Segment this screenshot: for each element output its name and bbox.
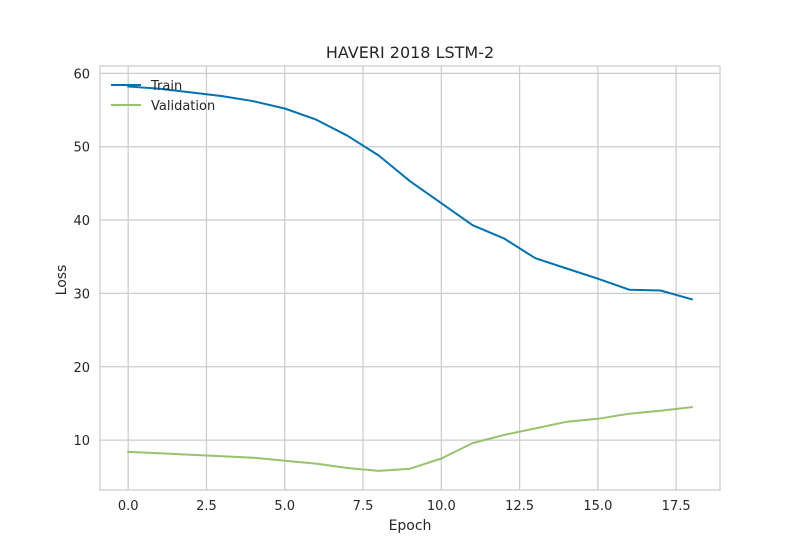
data-point-train (190, 91, 192, 94)
data-point-train (283, 107, 286, 110)
data-point-validation (346, 467, 349, 469)
x-tick-label: 12.5 (505, 499, 534, 514)
data-point-train (597, 277, 599, 280)
data-point-validation (377, 470, 380, 472)
data-point-train (315, 118, 317, 121)
data-point-train (158, 87, 161, 90)
plot-area (100, 66, 720, 490)
data-point-train (534, 257, 537, 260)
y-tick-label: 30 (73, 287, 90, 302)
y-tick-label: 20 (73, 361, 90, 376)
data-point-train (471, 224, 474, 226)
x-axis-label: Epoch (389, 518, 432, 534)
plot-frame (99, 65, 721, 491)
data-point-validation (534, 427, 537, 430)
x-tick-label: 17.5 (662, 499, 691, 514)
legend-train-label: Train (150, 79, 182, 94)
data-point-validation (190, 454, 192, 456)
data-point-validation (252, 456, 255, 459)
x-tick-label: 7.5 (353, 499, 374, 514)
x-tick-label: 15.0 (583, 499, 612, 514)
data-point-validation (565, 421, 568, 423)
data-point-validation (440, 457, 443, 460)
data-point-validation (691, 406, 693, 408)
series-lines (127, 85, 694, 472)
data-point-validation (158, 452, 161, 455)
y-tick-label: 40 (73, 214, 90, 229)
data-point-train (409, 180, 411, 182)
data-point-validation (409, 467, 411, 470)
data-point-train (127, 85, 129, 88)
data-point-validation (597, 418, 599, 420)
x-tick-label: 0.0 (118, 499, 139, 514)
data-point-train (659, 289, 662, 292)
x-tick-label: 10.0 (427, 499, 456, 514)
data-point-validation (315, 462, 317, 465)
data-point-train (252, 100, 255, 102)
data-point-validation (471, 442, 474, 444)
x-tick-label: 2.5 (196, 499, 217, 514)
legend-validation-label: Validation (151, 99, 215, 114)
legend: Train Validation (111, 79, 215, 114)
grid (100, 66, 720, 490)
data-point-validation (659, 410, 662, 412)
data-point-train (440, 202, 443, 204)
y-axis-label: Loss (54, 265, 70, 296)
data-point-train (503, 237, 505, 240)
data-point-train (221, 95, 223, 97)
data-point-train (346, 134, 349, 137)
data-point-train (691, 298, 693, 301)
data-point-train (565, 267, 568, 270)
data-point-validation (127, 451, 129, 453)
chart-title: HAVERI 2018 LSTM-2 (326, 43, 494, 62)
x-axis-ticks: 0.0 2.5 5.0 7.5 10.0 12.5 15.0 17.5 (118, 499, 691, 514)
y-tick-label: 10 (73, 434, 90, 449)
data-point-validation (283, 459, 286, 462)
y-tick-label: 50 (73, 141, 90, 156)
x-tick-label: 5.0 (274, 499, 295, 514)
data-point-train (628, 288, 630, 291)
y-tick-label: 60 (73, 67, 90, 82)
data-point-validation (628, 412, 630, 415)
data-point-validation (503, 434, 505, 436)
y-axis-ticks: 10 20 30 40 50 60 (73, 67, 90, 449)
data-point-validation (221, 455, 223, 458)
data-point-train (377, 154, 380, 157)
